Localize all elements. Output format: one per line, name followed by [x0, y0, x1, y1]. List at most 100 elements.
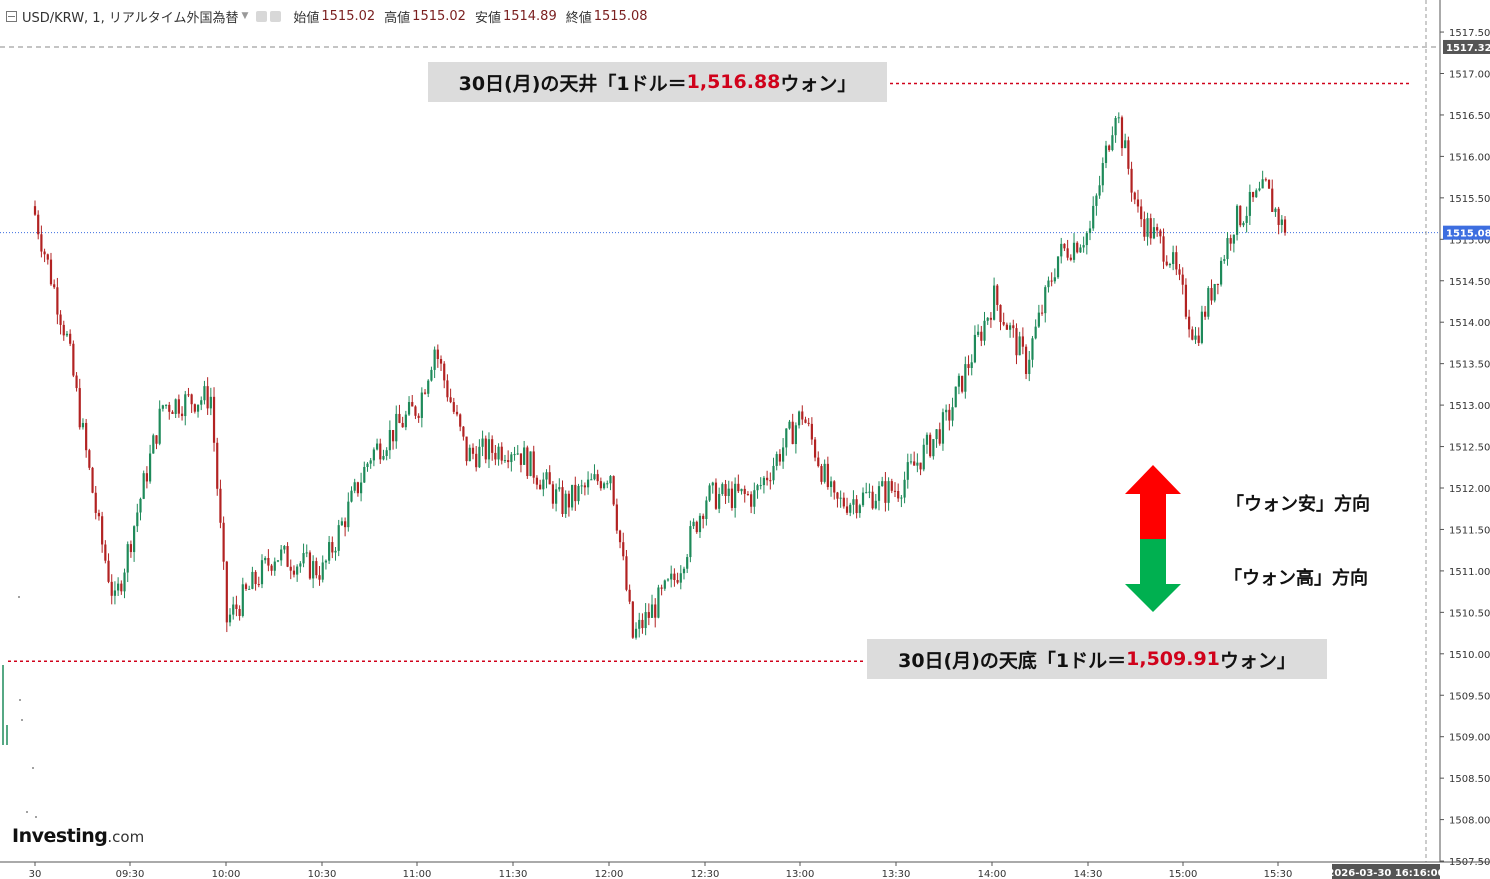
candle-body — [366, 463, 369, 467]
eye-icon[interactable] — [256, 10, 268, 22]
candle-body — [101, 516, 104, 545]
candle-body — [334, 550, 337, 553]
candle-body — [312, 561, 315, 579]
candle-body — [398, 413, 401, 423]
candle-body — [340, 521, 344, 526]
time-tick-label: 13:30 — [882, 869, 911, 879]
current-price-label: 1515.08 — [1446, 229, 1490, 240]
candle-body — [1053, 277, 1056, 282]
candle-body — [586, 479, 590, 488]
won-weak-label: 「ウォン安」方向 — [1226, 494, 1370, 515]
candle-body — [526, 447, 529, 477]
candle-body — [670, 573, 673, 580]
candle-body — [1149, 218, 1152, 239]
candle-body — [820, 466, 823, 482]
candle-body — [369, 460, 372, 464]
candle-body — [778, 454, 782, 462]
candle-body — [363, 466, 366, 483]
candle-body — [216, 442, 219, 489]
candle-body — [1047, 280, 1050, 288]
candle-body — [1101, 163, 1104, 186]
candle-body — [1008, 325, 1012, 330]
candle-body — [647, 612, 650, 618]
candle-body — [510, 454, 513, 463]
settings-icon[interactable] — [270, 10, 282, 22]
candle-body — [702, 515, 705, 519]
candle-body — [599, 481, 602, 489]
candle-body — [801, 411, 804, 420]
candle-body — [427, 380, 430, 394]
candle-body — [37, 214, 40, 235]
price-tick-label: 1510.00 — [1449, 650, 1490, 661]
time-cursor-label: 2026-03-30 16:16:00 — [1327, 868, 1444, 879]
symbol-title[interactable]: USD/KRW, 1, リアルタイム外国為替 — [22, 10, 239, 26]
candle-body — [606, 483, 609, 485]
floor-annotation: 30日(月)の天底「1ドル＝ 1,509.91 ウォン」 — [867, 639, 1327, 679]
candle-body — [443, 363, 446, 381]
candle-body — [1060, 243, 1063, 257]
candle-body — [1175, 252, 1178, 270]
candle-body — [644, 612, 647, 629]
candle-body — [590, 479, 593, 481]
collapse-icon[interactable] — [6, 10, 17, 22]
candle-body — [430, 369, 433, 381]
candle-body — [1239, 205, 1242, 226]
time-axis[interactable]: 30 09:30 10:00 10:30 11:00 11:30 12:00 12:30 13:… — [0, 861, 1490, 879]
candle-body — [388, 429, 391, 451]
candle-body — [139, 498, 142, 513]
candle-body — [81, 422, 85, 428]
candle-body — [1002, 322, 1005, 325]
candle-body — [539, 484, 542, 490]
candle-body — [804, 419, 807, 423]
candle-body — [1028, 359, 1031, 374]
candle-body — [193, 404, 196, 412]
candle-body — [737, 483, 740, 492]
candle-body — [110, 581, 113, 596]
candle-body — [164, 404, 168, 406]
candle-body — [1255, 190, 1258, 198]
candle-body — [753, 490, 756, 507]
candle-body — [1104, 145, 1108, 164]
candle-body — [1223, 259, 1226, 261]
candle-body — [1034, 326, 1037, 339]
candle-body — [43, 251, 46, 255]
candle-body — [833, 481, 836, 493]
candle-body — [734, 483, 737, 508]
candle-body — [913, 461, 916, 466]
open-label: 始値 — [293, 10, 320, 26]
candle-body — [97, 512, 101, 517]
time-cursor-tag — [1332, 864, 1440, 879]
direction-arrows — [1125, 465, 1181, 612]
candle-body — [529, 451, 532, 477]
candle-body — [318, 575, 321, 580]
candle-body — [1181, 274, 1184, 285]
price-tick-label: 1508.50 — [1449, 774, 1490, 785]
candle-body — [203, 386, 206, 401]
candle-body — [887, 481, 890, 503]
candle-body — [897, 490, 900, 499]
price-axis[interactable]: 1517.50 1517.00 1516.50 1516.00 1515.50 1515.… — [1425, 0, 1490, 868]
investing-logo: Investing.com — [12, 825, 144, 847]
chevron-down-icon[interactable]: ▼ — [241, 11, 249, 21]
candle-body — [1050, 280, 1053, 282]
candle-body — [507, 460, 510, 463]
candle-body — [1184, 284, 1188, 317]
candle-body — [1219, 260, 1223, 285]
arrow-up-shape — [1125, 465, 1181, 539]
candle-body — [593, 474, 596, 480]
candle-body — [468, 447, 471, 462]
candle-body — [209, 396, 212, 409]
time-tick-label: 15:30 — [1264, 869, 1293, 879]
price-tick-label: 1512.00 — [1449, 484, 1490, 495]
candle-body — [772, 465, 775, 481]
candle-body — [602, 483, 606, 489]
candle-body — [145, 473, 148, 482]
candle-body — [730, 488, 734, 508]
candle-body — [532, 451, 535, 478]
candle-body — [465, 436, 468, 462]
candle-body — [756, 485, 759, 491]
price-tick-label: 1509.00 — [1449, 733, 1490, 744]
candle-body — [957, 375, 961, 387]
candle-body — [49, 259, 53, 285]
